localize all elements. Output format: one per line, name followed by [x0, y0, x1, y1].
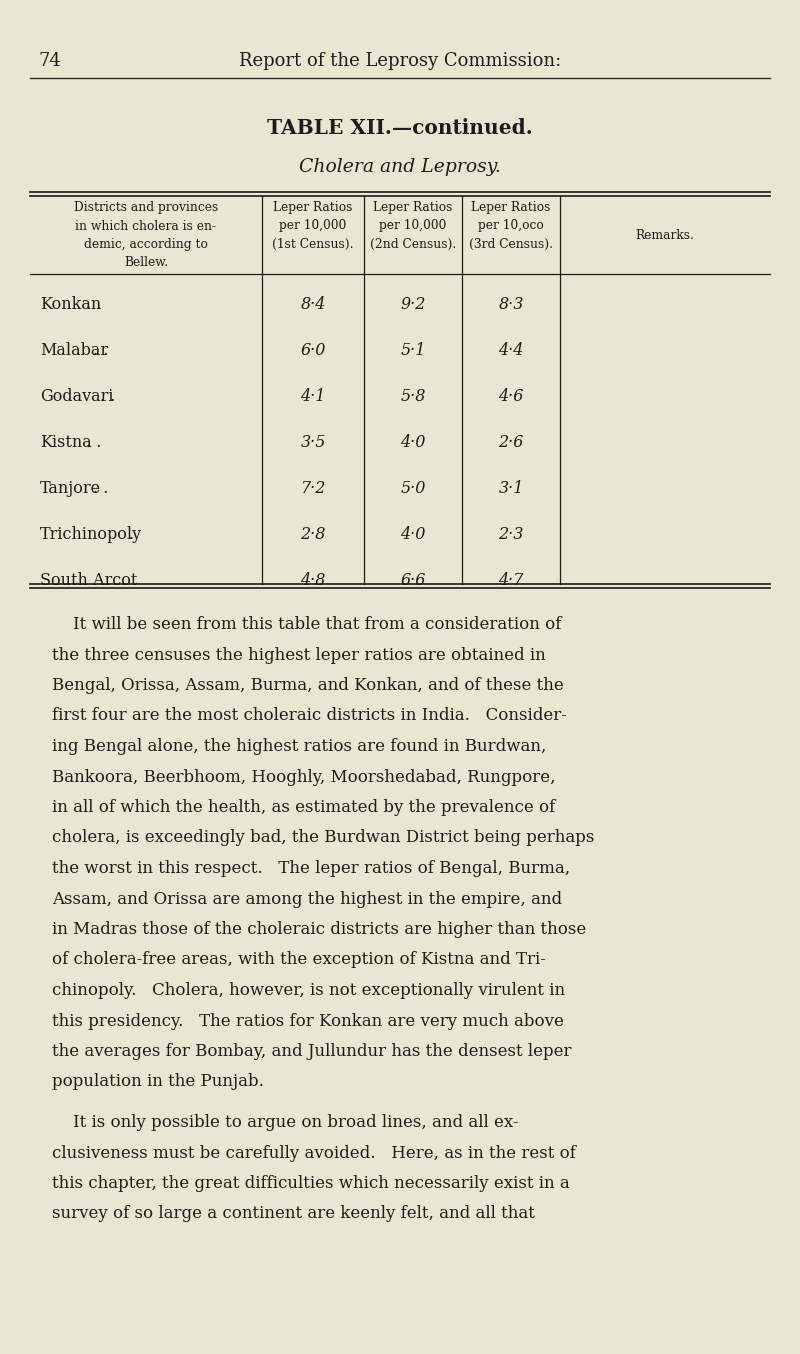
Text: in all of which the health, as estimated by the prevalence of: in all of which the health, as estimated… [52, 799, 555, 816]
Text: Leper Ratios
per 10,​oc​o
(3rd Census).: Leper Ratios per 10,​oc​o (3rd Census). [469, 200, 553, 250]
Text: chinopoly.   Cholera, however, is not exceptionally virulent in: chinopoly. Cholera, however, is not exce… [52, 982, 565, 999]
Text: It will be seen from this table that from a consideration of: It will be seen from this table that fro… [52, 616, 562, 634]
Text: Districts and provinces
in which cholera is en-
demic, according to
Bellew.: Districts and provinces in which cholera… [74, 200, 218, 269]
Text: Leper Ratios
per 10,000
(2nd Census).: Leper Ratios per 10,000 (2nd Census). [370, 200, 456, 250]
Text: population in the Punjab.: population in the Punjab. [52, 1074, 264, 1090]
Text: survey of so large a continent are keenly felt, and all that: survey of so large a continent are keenl… [52, 1205, 535, 1223]
Text: Bankoora, Beerbhoom, Hooghly, Moorshedabad, Rungpore,: Bankoora, Beerbhoom, Hooghly, Moorshedab… [52, 769, 555, 785]
Text: 4·4: 4·4 [498, 343, 524, 359]
Text: 8·3: 8·3 [498, 297, 524, 313]
Text: . .: . . [93, 343, 108, 359]
Text: 3·1: 3·1 [498, 481, 524, 497]
Text: It is only possible to argue on broad lines, and all ex-: It is only possible to argue on broad li… [52, 1114, 518, 1131]
Text: Report of the Leprosy Commission:: Report of the Leprosy Commission: [239, 51, 561, 70]
Text: 5·0: 5·0 [400, 481, 426, 497]
Text: Godavari: Godavari [40, 389, 114, 405]
Text: 9·2: 9·2 [400, 297, 426, 313]
Text: . .: . . [93, 481, 108, 497]
Text: this presidency.   The ratios for Konkan are very much above: this presidency. The ratios for Konkan a… [52, 1013, 564, 1029]
Text: 5·1: 5·1 [400, 343, 426, 359]
Text: . .: . . [86, 435, 102, 451]
Text: Malabar: Malabar [40, 343, 108, 359]
Text: 4·7: 4·7 [498, 571, 524, 589]
Text: ing Bengal alone, the highest ratios are found in Burdwan,: ing Bengal alone, the highest ratios are… [52, 738, 546, 756]
Text: TABLE XII.—continued.: TABLE XII.—continued. [267, 118, 533, 138]
Text: Assam, and Orissa are among the highest in the empire, and: Assam, and Orissa are among the highest … [52, 891, 562, 907]
Text: 2·8: 2·8 [300, 525, 326, 543]
Text: 6·0: 6·0 [300, 343, 326, 359]
Text: Remarks.: Remarks. [635, 229, 694, 242]
Text: 4·0: 4·0 [400, 435, 426, 451]
Text: first four are the most choleraic districts in India.   Consider-: first four are the most choleraic distri… [52, 708, 567, 724]
Text: of cholera-free areas, with the exception of Kistna and Tri-: of cholera-free areas, with the exceptio… [52, 952, 546, 968]
Text: Leper Ratios
per 10,000
(1st Census).: Leper Ratios per 10,000 (1st Census). [272, 200, 354, 250]
Text: the worst in this respect.   The leper ratios of Bengal, Burma,: the worst in this respect. The leper rat… [52, 860, 570, 877]
Text: this chapter, the great difficulties which necessarily exist in a: this chapter, the great difficulties whi… [52, 1175, 570, 1192]
Text: . .: . . [100, 389, 115, 405]
Text: 4·0: 4·0 [400, 525, 426, 543]
Text: 2·6: 2·6 [498, 435, 524, 451]
Text: 5·8: 5·8 [400, 389, 426, 405]
Text: Cholera and Leprosy.: Cholera and Leprosy. [299, 158, 501, 176]
Text: the three censuses the highest leper ratios are obtained in: the three censuses the highest leper rat… [52, 646, 546, 663]
Text: clusiveness must be carefully avoided.   Here, as in the rest of: clusiveness must be carefully avoided. H… [52, 1144, 576, 1162]
Text: .: . [128, 525, 133, 543]
Text: Tanjore: Tanjore [40, 481, 101, 497]
Text: 4·6: 4·6 [498, 389, 524, 405]
Text: 74: 74 [38, 51, 61, 70]
Text: Trichinopoly: Trichinopoly [40, 525, 142, 543]
Text: 4·8: 4·8 [300, 571, 326, 589]
Text: 2·3: 2·3 [498, 525, 524, 543]
Text: Bengal, Orissa, Assam, Burma, and Konkan, and of these the: Bengal, Orissa, Assam, Burma, and Konkan… [52, 677, 564, 695]
Text: . .: . . [86, 297, 102, 313]
Text: Kistna: Kistna [40, 435, 92, 451]
Text: cholera, is exceedingly bad, the Burdwan District being perhaps: cholera, is exceedingly bad, the Burdwan… [52, 830, 594, 846]
Text: South Arcot: South Arcot [40, 571, 138, 589]
Text: in Madras those of the choleraic districts are higher than those: in Madras those of the choleraic distric… [52, 921, 586, 938]
Text: Konkan: Konkan [40, 297, 102, 313]
Text: 8·4: 8·4 [300, 297, 326, 313]
Text: the averages for Bombay, and Jullundur has the densest leper: the averages for Bombay, and Jullundur h… [52, 1043, 571, 1060]
Text: 4·1: 4·1 [300, 389, 326, 405]
Text: 7·2: 7·2 [300, 481, 326, 497]
Text: 6·6: 6·6 [400, 571, 426, 589]
Text: .: . [121, 571, 126, 589]
Text: 3·5: 3·5 [300, 435, 326, 451]
